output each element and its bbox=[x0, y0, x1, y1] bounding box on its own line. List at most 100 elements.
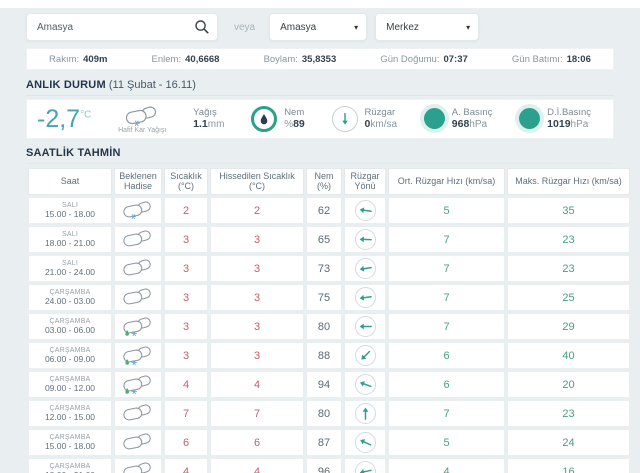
wind-direction-icon bbox=[355, 403, 376, 424]
sea-level-pressure-metric: D.İ.Basınç 1019hPa bbox=[519, 107, 591, 131]
wind-direction-icon bbox=[355, 316, 376, 337]
avg-wind-cell: 7 bbox=[388, 255, 505, 282]
condition-cell bbox=[114, 400, 162, 427]
precipitation-metric: Yağış 1.1mm bbox=[193, 107, 224, 131]
wind-direction-icon bbox=[355, 461, 376, 473]
temperature-cell: 6 bbox=[164, 429, 208, 456]
condition-cell bbox=[114, 284, 162, 311]
wind-direction-icon bbox=[355, 200, 376, 221]
humidity-metric: Nem %89 bbox=[251, 106, 305, 132]
temperature-cell: 3 bbox=[164, 284, 208, 311]
cloud-glyph bbox=[121, 431, 155, 454]
condition-cell bbox=[114, 458, 162, 473]
wind-direction-cell bbox=[344, 458, 386, 473]
province-select-value: Amasya bbox=[280, 22, 316, 33]
humidity-cell: 75 bbox=[306, 284, 342, 311]
forecast-row: ÇARŞAMBA12.00 - 15.007780723 bbox=[28, 400, 630, 427]
wind-arrow-icon bbox=[356, 433, 375, 452]
avg-wind-cell: 4 bbox=[388, 458, 505, 473]
weather-icon bbox=[121, 431, 155, 454]
forecast-tbody: SALI15.00 - 18.002262535SALI18.00 - 21.0… bbox=[28, 197, 630, 473]
wind-direction-icon bbox=[355, 258, 376, 279]
cloud-glyph bbox=[121, 373, 155, 396]
temperature-cell: 4 bbox=[164, 371, 208, 398]
max-wind-cell: 23 bbox=[507, 400, 630, 427]
avg-wind-cell: 7 bbox=[388, 313, 505, 340]
condition-cell bbox=[114, 342, 162, 369]
max-wind-cell: 35 bbox=[507, 197, 630, 224]
current-section-range: (11 Şubat - 16.11) bbox=[106, 79, 196, 91]
search-icon[interactable] bbox=[194, 19, 210, 35]
wind-direction-cell bbox=[344, 197, 386, 224]
forecast-row: SALI18.00 - 21.003365723 bbox=[28, 226, 630, 253]
humidity-cell: 65 bbox=[306, 226, 342, 253]
cloud-glyph bbox=[121, 199, 155, 222]
condition-cell bbox=[114, 255, 162, 282]
sunset-info: Gün Batımı:18:06 bbox=[512, 54, 591, 65]
time-cell: SALI21.00 - 24.00 bbox=[28, 255, 112, 282]
avg-wind-cell: 6 bbox=[388, 371, 505, 398]
temperature-cell: 2 bbox=[164, 197, 208, 224]
max-wind-cell: 16 bbox=[507, 458, 630, 473]
avg-wind-cell: 5 bbox=[388, 197, 505, 224]
max-wind-cell: 40 bbox=[507, 342, 630, 369]
time-cell: ÇARŞAMBA15.00 - 18.00 bbox=[28, 429, 112, 456]
max-wind-cell: 29 bbox=[507, 313, 630, 340]
wind-direction-cell bbox=[344, 400, 386, 427]
page: veya Amasya ▾ Merkez ▾ Rakım:409m Enlem:… bbox=[0, 8, 640, 473]
wind-metric: Rüzgar 0km/sa bbox=[332, 106, 398, 132]
district-select[interactable]: Merkez ▾ bbox=[375, 13, 479, 41]
province-select[interactable]: Amasya ▾ bbox=[269, 13, 367, 41]
weather-icon bbox=[121, 373, 155, 396]
sea-level-pressure-icon bbox=[519, 108, 540, 129]
feels-like-cell: 3 bbox=[210, 284, 304, 311]
max-wind-cell: 20 bbox=[507, 371, 630, 398]
feels-like-cell: 6 bbox=[210, 429, 304, 456]
current-conditions-card: -2,7°C Hafif Kar Yağışı Yağış 1.1mm Nem … bbox=[26, 99, 614, 139]
wind-arrow-icon bbox=[356, 259, 375, 278]
forecast-row: ÇARŞAMBA09.00 - 12.004494620 bbox=[28, 371, 630, 398]
cloud-glyph bbox=[121, 286, 155, 309]
wind-arrow-icon bbox=[356, 462, 375, 473]
max-wind-cell: 24 bbox=[507, 429, 630, 456]
temperature-cell: 7 bbox=[164, 400, 208, 427]
col-humidity: Nem (%) bbox=[306, 168, 342, 195]
feels-like-cell: 2 bbox=[210, 197, 304, 224]
avg-wind-cell: 7 bbox=[388, 284, 505, 311]
wind-arrow-icon bbox=[356, 317, 375, 336]
wind-direction-icon bbox=[355, 287, 376, 308]
current-section-label: ANLIK DURUM bbox=[26, 79, 106, 91]
col-wind-direction: Rüzgar Yönü bbox=[344, 168, 386, 195]
col-max-wind: Maks. Rüzgar Hızı (km/sa) bbox=[507, 168, 630, 195]
cloud-glyph bbox=[121, 402, 155, 425]
avg-wind-cell: 7 bbox=[388, 226, 505, 253]
wind-arrow-icon bbox=[356, 404, 375, 423]
humidity-icon bbox=[251, 106, 277, 132]
max-wind-cell: 23 bbox=[507, 226, 630, 253]
search-box bbox=[26, 13, 218, 41]
time-cell: SALI15.00 - 18.00 bbox=[28, 197, 112, 224]
search-input[interactable] bbox=[26, 13, 218, 41]
humidity-cell: 96 bbox=[306, 458, 342, 473]
avg-wind-cell: 6 bbox=[388, 342, 505, 369]
search-bar: veya Amasya ▾ Merkez ▾ bbox=[26, 8, 614, 41]
time-cell: ÇARŞAMBA03.00 - 06.00 bbox=[28, 313, 112, 340]
humidity-cell: 80 bbox=[306, 313, 342, 340]
avg-wind-cell: 5 bbox=[388, 429, 505, 456]
feels-like-cell: 3 bbox=[210, 226, 304, 253]
current-temperature: -2,7°C bbox=[37, 105, 91, 134]
time-cell: ÇARŞAMBA18.00 - 21.00 bbox=[28, 458, 112, 473]
location-info-bar: Rakım:409m Enlem:40,6668 Boylam:35,8353 … bbox=[26, 48, 614, 70]
feels-like-cell: 3 bbox=[210, 313, 304, 340]
cloud-glyph bbox=[121, 460, 155, 473]
wind-direction-cell bbox=[344, 226, 386, 253]
time-cell: ÇARŞAMBA09.00 - 12.00 bbox=[28, 371, 112, 398]
current-condition: Hafif Kar Yağışı bbox=[118, 104, 166, 134]
condition-cell bbox=[114, 197, 162, 224]
humidity-cell: 87 bbox=[306, 429, 342, 456]
cloud-glyph bbox=[121, 257, 155, 280]
wind-direction-cell bbox=[344, 284, 386, 311]
forecast-row: ÇARŞAMBA15.00 - 18.006687524 bbox=[28, 429, 630, 456]
temperature-cell: 3 bbox=[164, 313, 208, 340]
forecast-row: SALI21.00 - 24.003373723 bbox=[28, 255, 630, 282]
